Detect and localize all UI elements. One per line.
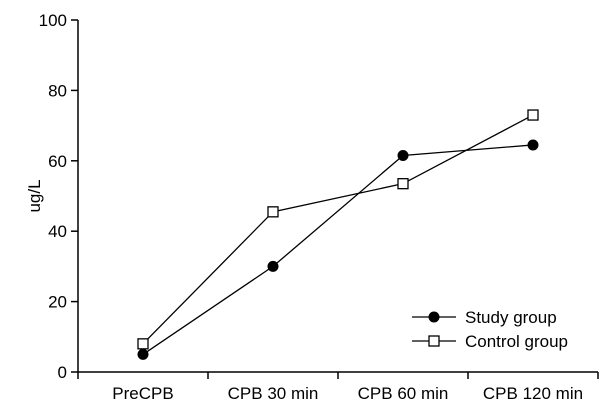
control-group-point <box>137 338 149 350</box>
x-tick-label: PreCPB <box>112 384 173 403</box>
legend: Study group Control group <box>412 308 568 351</box>
series-layer <box>137 109 539 360</box>
x-ticks: PreCPB CPB 30 min CPB 60 min CPB 120 min <box>77 372 599 403</box>
y-tick-label: 40 <box>48 222 67 241</box>
control-group-point <box>267 206 279 218</box>
y-tick-label: 20 <box>48 293 67 312</box>
legend-marker <box>428 311 440 323</box>
legend-marker <box>428 335 440 347</box>
legend-label: Control group <box>465 332 568 351</box>
x-tick-label: CPB 30 min <box>228 384 319 403</box>
y-tick-label: 80 <box>48 81 67 100</box>
legend-entry-study-group: Study group <box>412 308 557 327</box>
study-group-line <box>142 144 534 355</box>
legend-entry-control-group: Control group <box>412 332 568 351</box>
study-group-series <box>137 139 539 360</box>
control-group-point <box>527 109 539 121</box>
y-ticks: 0 20 40 60 80 100 <box>39 11 78 382</box>
study-group-point <box>397 150 409 162</box>
study-group-point <box>137 348 149 360</box>
x-tick-label: CPB 60 min <box>358 384 449 403</box>
control-group-series <box>137 109 539 350</box>
control-group-line <box>142 114 534 345</box>
control-group-point <box>397 178 409 190</box>
y-tick-label: 60 <box>48 152 67 171</box>
study-group-point <box>267 260 279 272</box>
y-axis-title: ug/L <box>25 179 44 212</box>
y-tick-label: 0 <box>58 363 67 382</box>
x-tick-label: CPB 120 min <box>483 384 583 403</box>
study-group-point <box>527 139 539 151</box>
legend-label: Study group <box>465 308 557 327</box>
y-tick-label: 100 <box>39 11 67 30</box>
